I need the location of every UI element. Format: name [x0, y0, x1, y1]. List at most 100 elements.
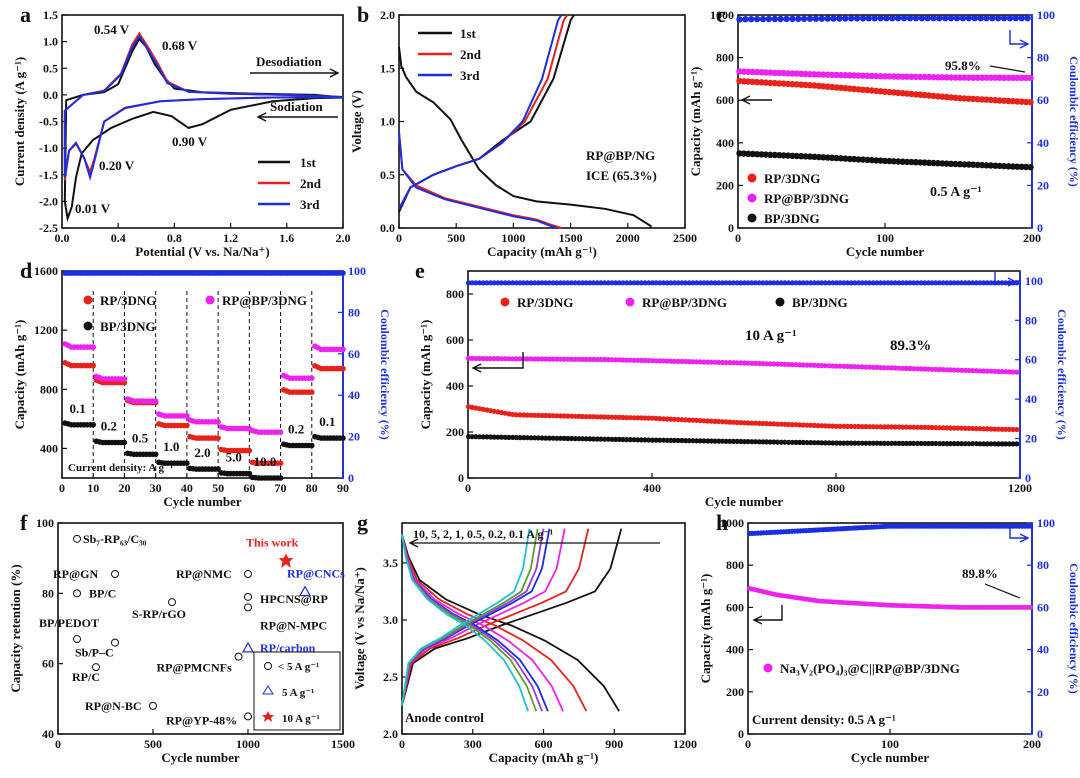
ce-marker [778, 280, 784, 286]
data-marker [565, 413, 571, 419]
y-tick-label: 400 [40, 441, 58, 455]
y-tick-label: 0 [728, 221, 734, 235]
y-tick-label: 0.0 [43, 88, 58, 102]
rate-label: 0.2 [288, 421, 304, 436]
data-marker [631, 415, 637, 421]
annotation: 0.90 V [172, 134, 208, 149]
data-marker [833, 423, 840, 429]
ce-marker [1012, 15, 1019, 22]
data-marker [771, 439, 777, 445]
chart-f: 0 500 1000 1500 40 60 80 100 Cycle number Capacit… [8, 510, 355, 765]
data-marker [499, 434, 505, 440]
data-marker [907, 440, 913, 446]
rate-label: 0.5 [132, 430, 149, 445]
annotation: 89.8% [962, 566, 998, 581]
ce-marker [763, 280, 770, 286]
data-marker [340, 365, 346, 372]
y-tick-label: 800 [716, 51, 734, 65]
data-marker [922, 424, 928, 430]
data-marker [789, 439, 795, 445]
ce-marker [922, 280, 928, 286]
data-marker [679, 437, 685, 444]
data-marker [966, 441, 972, 447]
data-marker [977, 368, 983, 374]
x-tick-label: 900 [605, 737, 623, 751]
data-marker [73, 534, 81, 543]
y-tick-label: 1000 [710, 8, 734, 22]
data-marker [984, 368, 990, 374]
data-marker [878, 365, 884, 371]
data-marker [965, 74, 972, 81]
annotation: Desodiation [256, 54, 323, 69]
arrow [752, 605, 783, 625]
panel-label: g [357, 510, 368, 535]
arrow [408, 538, 660, 548]
x-tick-label: 600 [535, 737, 553, 751]
data-marker [546, 435, 553, 441]
data-marker [609, 357, 615, 363]
ce-marker [649, 280, 656, 286]
data-marker [855, 440, 862, 446]
data-marker [911, 424, 917, 430]
data-marker [215, 466, 221, 472]
data-marker [642, 437, 648, 443]
y-axis-label: Capacity (mAh g⁻¹) [418, 320, 433, 430]
data-marker [995, 368, 1002, 375]
discharge-curve [401, 534, 529, 712]
ce-marker [465, 280, 472, 286]
ce-marker [742, 16, 749, 23]
data-marker [914, 366, 921, 372]
data-marker [543, 356, 549, 362]
data-marker [903, 365, 910, 371]
data-marker [808, 362, 814, 368]
data-marker [149, 701, 157, 710]
data-marker [885, 365, 891, 371]
data-marker [568, 413, 575, 419]
ce-marker [812, 15, 820, 22]
data-marker [922, 366, 928, 372]
x-axis-label: Cycle number [163, 494, 242, 509]
annotation: Anode control [405, 710, 484, 725]
legend-label: 10 A g⁻¹ [282, 713, 320, 725]
data-marker [583, 436, 589, 442]
data-marker [539, 356, 545, 362]
x-tick-label: 0 [59, 481, 65, 495]
ce-marker [800, 15, 808, 22]
y-axis-label: Voltage (V) [349, 90, 364, 153]
data-marker [565, 435, 571, 442]
data-marker [767, 79, 774, 87]
data-marker [959, 425, 965, 431]
pointer [984, 583, 1021, 599]
y-axis-label: Current density (A g⁻¹) [12, 57, 27, 186]
legend-label: 2nd [460, 47, 482, 62]
ce-marker [841, 280, 847, 286]
data-marker [848, 364, 854, 370]
data-marker [936, 441, 943, 447]
data-marker [675, 358, 681, 364]
y-tick-label: 60 [42, 657, 54, 671]
x-tick-label: 100 [876, 231, 894, 245]
data-marker [903, 73, 911, 80]
ce-marker [924, 15, 931, 22]
x-tick-label: 500 [447, 231, 465, 245]
y-tick-label: -1.5 [39, 168, 58, 182]
ce-marker [716, 280, 722, 286]
ce-marker [800, 280, 806, 286]
data-marker [988, 368, 994, 374]
data-marker [1027, 164, 1034, 171]
data-marker [903, 440, 910, 446]
y-axis-label: Voltage (V vs Na/Na⁺) [352, 567, 367, 690]
data-marker [837, 423, 843, 429]
ce-marker [889, 15, 896, 22]
data-marker [727, 419, 733, 425]
ce-marker [517, 280, 523, 286]
data-marker [675, 437, 681, 444]
data-marker [978, 74, 986, 81]
data-marker [738, 360, 744, 366]
ce-marker [971, 15, 978, 22]
data-marker [694, 417, 700, 423]
data-marker [605, 414, 611, 420]
legend-label: BP/3DNG [100, 319, 156, 334]
legend-marker [747, 173, 757, 183]
ce-marker [767, 280, 773, 286]
